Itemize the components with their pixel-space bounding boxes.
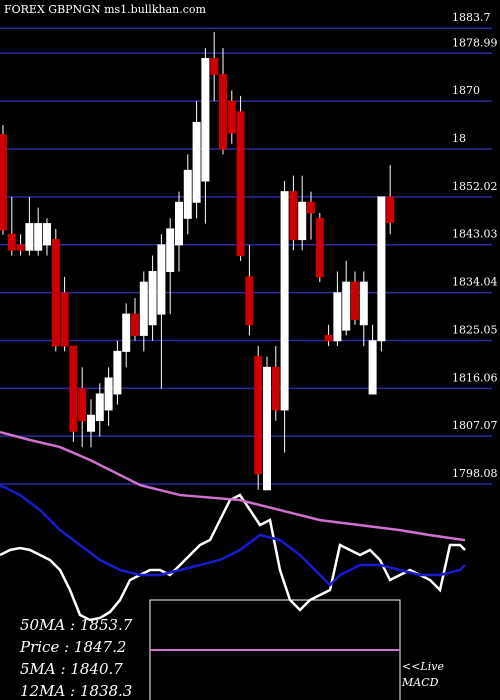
candle-body bbox=[201, 58, 210, 182]
y-tick-label: 1852.02 bbox=[452, 180, 498, 193]
candle-body bbox=[306, 201, 315, 214]
y-tick-label: 1816.06 bbox=[452, 371, 498, 384]
candle-body bbox=[227, 100, 236, 134]
candle-body bbox=[377, 196, 386, 342]
candle-body bbox=[174, 201, 183, 246]
indicator-line bbox=[0, 493, 466, 622]
candle-body bbox=[34, 223, 43, 251]
candle-body bbox=[236, 111, 245, 257]
candle-body bbox=[254, 356, 263, 475]
candle-body bbox=[122, 313, 131, 352]
candle-body bbox=[25, 223, 34, 251]
candle-body bbox=[69, 345, 78, 432]
candle-body bbox=[113, 350, 122, 395]
candle-body bbox=[271, 366, 280, 411]
candle-body bbox=[166, 228, 175, 273]
info-label: 50MA : 1853.7 bbox=[20, 616, 133, 634]
candle-body bbox=[245, 276, 254, 326]
candle-body bbox=[386, 196, 395, 224]
y-tick-label: 1883.7 bbox=[452, 11, 491, 24]
y-tick-label: 1825.05 bbox=[452, 323, 498, 336]
candle-body bbox=[78, 388, 87, 422]
candle-body bbox=[148, 271, 157, 326]
candle-body bbox=[157, 244, 166, 315]
info-label: 5MA : 1840.7 bbox=[20, 660, 123, 678]
candle-body bbox=[104, 377, 113, 411]
candle-body bbox=[350, 281, 359, 320]
y-tick-label: 18 bbox=[452, 132, 466, 145]
candle-body bbox=[183, 169, 192, 219]
info-label: 12MA : 1838.3 bbox=[20, 682, 132, 700]
candle-body bbox=[359, 281, 368, 326]
y-tick-label: 1870 bbox=[452, 84, 480, 97]
candle-body bbox=[60, 292, 69, 347]
moving-average-line bbox=[0, 430, 466, 542]
candle-body bbox=[210, 58, 219, 76]
candle-body bbox=[95, 393, 104, 422]
y-tick-label: 1843.03 bbox=[452, 228, 498, 241]
candle-body bbox=[86, 414, 95, 432]
candle-body bbox=[218, 74, 227, 150]
candle-body bbox=[42, 223, 51, 246]
candle-body bbox=[51, 239, 60, 347]
candle-body bbox=[324, 334, 333, 342]
candle-body bbox=[16, 244, 25, 251]
candle-body bbox=[192, 121, 201, 203]
info-label: Price : 1847.2 bbox=[19, 638, 126, 656]
candle-body bbox=[280, 191, 289, 411]
y-tick-label: 1798.08 bbox=[452, 467, 498, 480]
macd-label: MACD bbox=[401, 676, 439, 689]
macd-label: <<Live bbox=[402, 660, 444, 673]
candle-body bbox=[289, 191, 298, 241]
indicator-line bbox=[0, 483, 466, 587]
candle-body bbox=[7, 233, 16, 251]
candle-body bbox=[342, 281, 351, 331]
candle-body bbox=[0, 134, 7, 231]
candle-body bbox=[139, 281, 148, 336]
chart-title: FOREX GBPNGN ms1.bullkhan.com bbox=[4, 3, 207, 16]
candle-body bbox=[315, 217, 324, 278]
candle-body bbox=[368, 340, 377, 395]
candle-body bbox=[130, 313, 139, 336]
candle-body bbox=[298, 201, 307, 241]
y-tick-label: 1834.04 bbox=[452, 276, 498, 289]
y-tick-label: 1878.99 bbox=[452, 36, 498, 49]
y-tick-label: 1807.07 bbox=[452, 419, 498, 432]
candle-body bbox=[262, 366, 271, 491]
candle-body bbox=[333, 292, 342, 342]
